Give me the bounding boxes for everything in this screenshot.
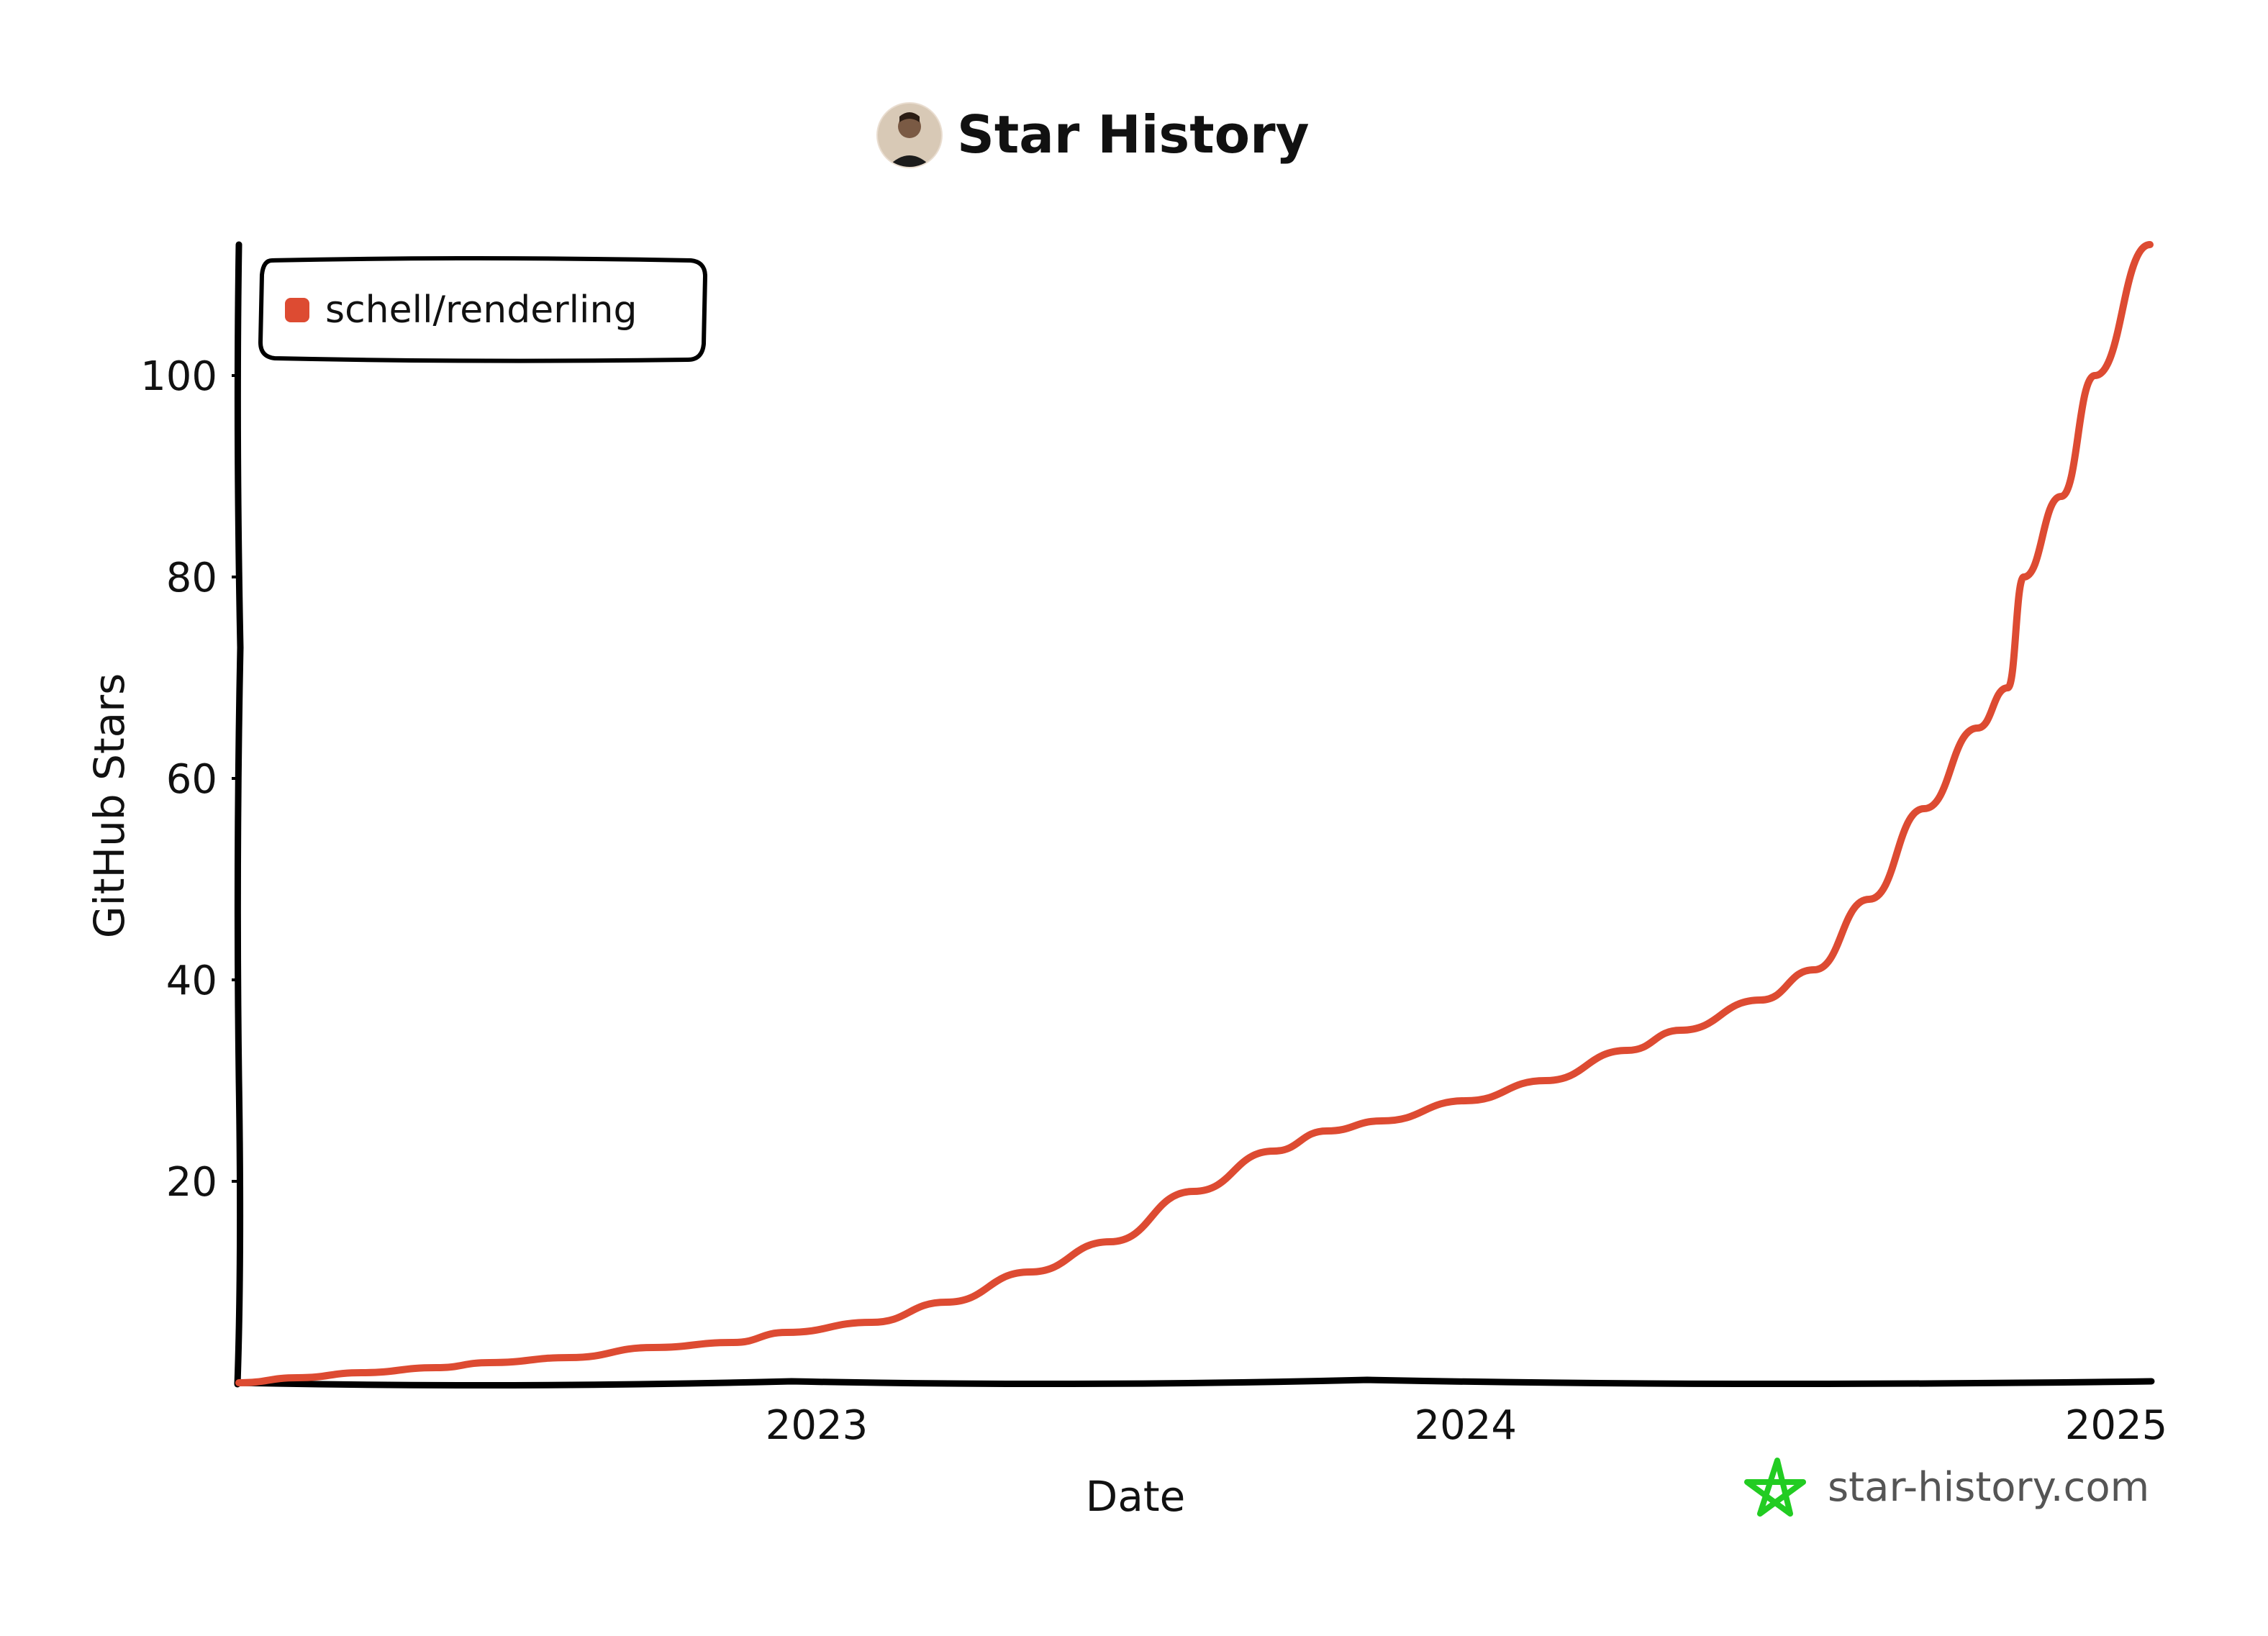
y-axis-ticks: 20 40 60 80 100 (140, 353, 239, 1206)
x-axis-line (234, 1376, 2155, 1389)
chart-header: Star History (876, 102, 1310, 168)
series-line (235, 241, 2154, 1386)
series-layer (235, 241, 2154, 1386)
legend-label: schell/renderling (325, 288, 637, 332)
x-axis-ticks: 2023 2024 2025 (766, 1402, 2168, 1449)
y-tick-label: 100 (140, 353, 217, 400)
x-tick-label: 2023 (766, 1402, 868, 1449)
x-tick-label: 2024 (1415, 1402, 1518, 1449)
avatar (876, 102, 943, 168)
legend: schell/renderling (258, 256, 708, 363)
y-tick-label: 40 (166, 958, 217, 1004)
legend-box (258, 256, 708, 363)
star-icon (1744, 1458, 1806, 1517)
watermark: star-history.com (1744, 1458, 2149, 1517)
axes (234, 241, 2155, 1389)
y-axis-line (234, 241, 244, 1388)
y-tick-label: 80 (166, 555, 217, 601)
chart-title: Star History (957, 104, 1310, 165)
watermark-text: star-history.com (1828, 1464, 2149, 1511)
legend-swatch (285, 298, 309, 322)
x-tick-label: 2025 (2065, 1402, 2168, 1449)
y-tick-label: 20 (166, 1159, 217, 1206)
y-tick-label: 60 (166, 756, 217, 803)
y-axis-title: GitHub Stars (85, 673, 134, 939)
x-axis-title: Date (1086, 1472, 1186, 1521)
